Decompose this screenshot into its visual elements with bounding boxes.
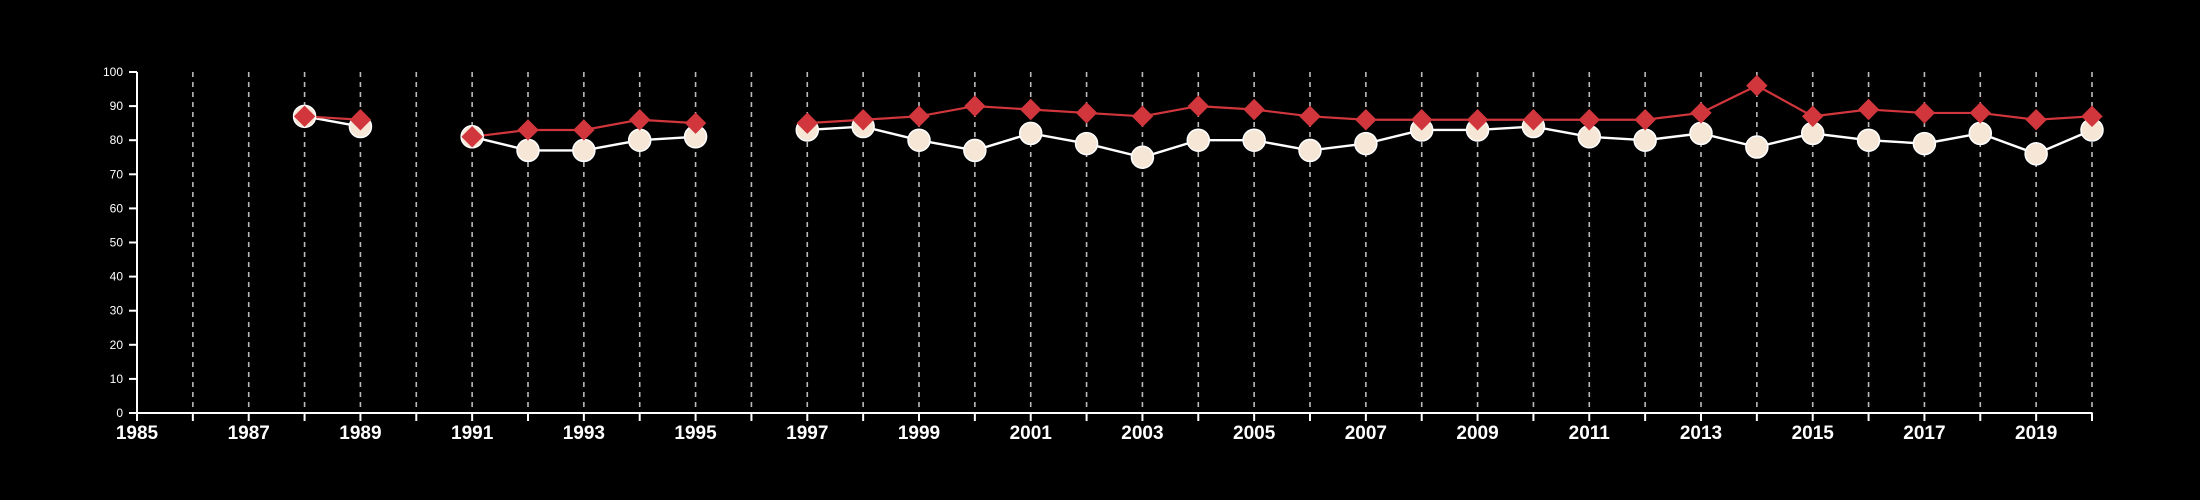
data-point-circle bbox=[1354, 131, 1378, 156]
y-tick-label: 0 bbox=[116, 406, 123, 420]
x-tick-label: 2007 bbox=[1345, 423, 1387, 444]
data-point-diamond bbox=[293, 105, 316, 128]
x-tick-label: 2009 bbox=[1456, 423, 1498, 444]
data-point-diamond bbox=[1634, 109, 1656, 131]
x-tick-label: 2017 bbox=[1903, 423, 1945, 444]
y-tick-label: 50 bbox=[110, 236, 124, 250]
data-point-circle bbox=[1018, 121, 1043, 146]
data-point-circle bbox=[627, 128, 652, 152]
data-point-diamond bbox=[461, 126, 483, 148]
x-tick-label: 2001 bbox=[1010, 423, 1053, 444]
data-point-circle bbox=[2024, 142, 2048, 166]
x-tick-label: 1991 bbox=[451, 423, 494, 444]
x-tick-label: 1987 bbox=[228, 423, 270, 444]
x-tick-label: 2011 bbox=[1569, 423, 1611, 444]
data-point-diamond bbox=[1075, 102, 1098, 124]
data-point-circle bbox=[1074, 131, 1099, 156]
data-point-diamond bbox=[1466, 109, 1489, 131]
data-point-diamond bbox=[1299, 105, 1321, 128]
data-point-diamond bbox=[684, 112, 707, 134]
data-point-diamond bbox=[1131, 105, 1154, 128]
data-point-diamond bbox=[517, 119, 539, 141]
data-point-diamond bbox=[1690, 102, 1712, 124]
data-point-diamond bbox=[2025, 109, 2047, 131]
x-tick-label: 1999 bbox=[898, 423, 940, 444]
data-point-circle bbox=[516, 138, 540, 163]
data-point-circle bbox=[1912, 131, 1937, 156]
y-tick-label: 90 bbox=[110, 99, 124, 113]
data-point-circle bbox=[1298, 138, 1322, 163]
data-point-diamond bbox=[1913, 102, 1936, 124]
series-layer bbox=[292, 74, 2104, 169]
axis-layer: 0 10 20 30 40 50 60 70 80 90 100 1985 1987 1989 1991 19… bbox=[103, 65, 2093, 444]
x-tick-label: 2013 bbox=[1680, 423, 1722, 444]
data-point-diamond bbox=[1857, 98, 1880, 121]
y-tick-label: 20 bbox=[110, 338, 124, 352]
data-point-diamond bbox=[1802, 105, 1824, 128]
data-point-diamond bbox=[908, 105, 930, 128]
data-point-circle bbox=[907, 128, 931, 152]
data-point-circle bbox=[1968, 121, 1993, 146]
data-point-circle bbox=[1242, 128, 1266, 152]
data-point-diamond bbox=[1355, 109, 1377, 131]
data-point-diamond bbox=[2081, 105, 2103, 128]
x-tick-label: 1993 bbox=[563, 423, 605, 444]
data-point-diamond bbox=[1746, 74, 1768, 97]
data-point-diamond bbox=[1578, 109, 1600, 131]
y-tick-label: 10 bbox=[110, 372, 124, 386]
data-point-circle bbox=[1186, 128, 1211, 152]
data-point-diamond bbox=[964, 95, 986, 117]
data-point-diamond bbox=[1969, 102, 1991, 124]
data-point-diamond bbox=[1020, 98, 1042, 121]
x-tick-label: 2015 bbox=[1792, 423, 1835, 444]
series-line bbox=[807, 125, 2093, 159]
x-tick-label: 2005 bbox=[1233, 423, 1276, 444]
data-point-diamond bbox=[852, 109, 874, 131]
data-point-diamond bbox=[796, 112, 818, 134]
y-tick-label: 60 bbox=[110, 201, 124, 215]
data-point-diamond bbox=[349, 109, 372, 131]
x-tick-label: 2019 bbox=[2015, 423, 2057, 444]
x-tick-label: 1989 bbox=[339, 423, 381, 444]
data-point-circle bbox=[1856, 128, 1881, 152]
data-point-circle bbox=[1689, 121, 1713, 146]
data-point-diamond bbox=[1243, 98, 1265, 121]
data-point-diamond bbox=[1411, 109, 1433, 131]
x-tick-label: 2003 bbox=[1121, 423, 1163, 444]
y-tick-label: 70 bbox=[110, 167, 124, 181]
series-line bbox=[807, 84, 2093, 125]
x-tick-label: 1995 bbox=[674, 423, 717, 444]
data-point-diamond bbox=[573, 119, 595, 141]
data-point-circle bbox=[963, 138, 987, 163]
x-tick-label: 1997 bbox=[786, 423, 828, 444]
y-tick-label: 40 bbox=[110, 270, 124, 284]
y-tick-label: 100 bbox=[103, 65, 123, 79]
data-point-circle bbox=[1745, 135, 1769, 159]
y-tick-label: 80 bbox=[110, 133, 124, 147]
data-point-diamond bbox=[1522, 109, 1545, 131]
data-point-circle bbox=[572, 138, 596, 163]
grid-layer bbox=[192, 72, 2093, 413]
data-point-diamond bbox=[1187, 95, 1209, 117]
data-point-circle bbox=[1130, 145, 1155, 169]
x-tick-label: 1985 bbox=[116, 423, 159, 444]
y-tick-label: 30 bbox=[110, 304, 124, 318]
data-point-circle bbox=[1633, 128, 1657, 152]
data-point-diamond bbox=[629, 109, 651, 131]
